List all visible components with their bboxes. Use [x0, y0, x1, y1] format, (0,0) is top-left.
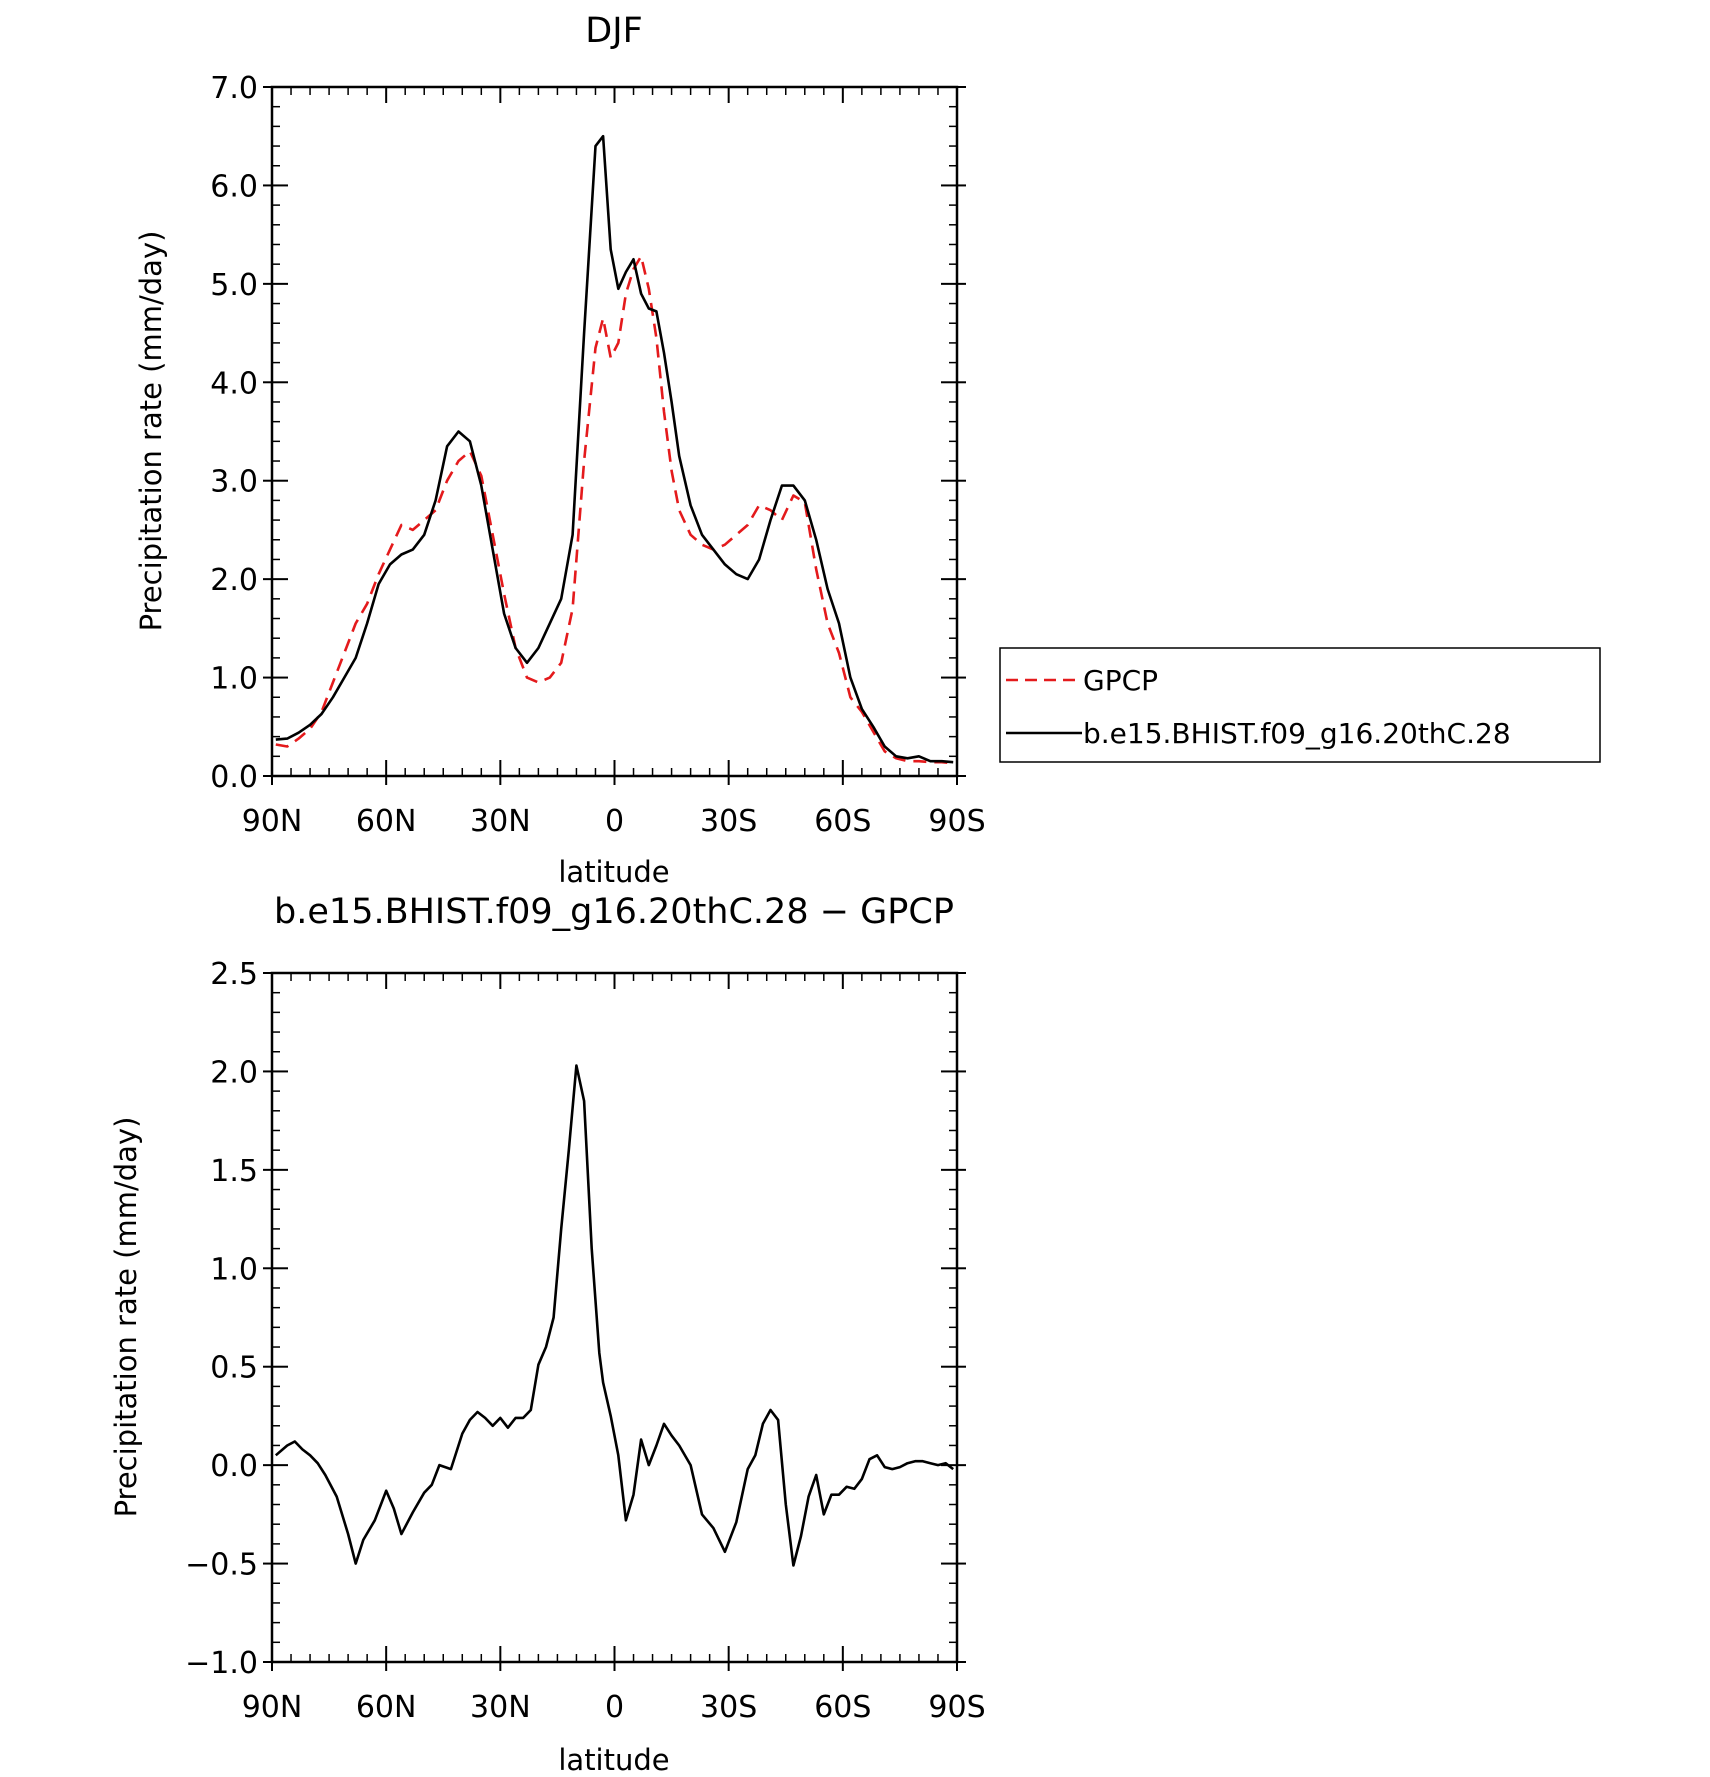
top-y-tick-label: 0.0: [210, 760, 258, 795]
legend: GPCP b.e15.BHIST.f09_g16.20thC.28: [999, 647, 1601, 763]
top-x-tick-label: 60S: [814, 804, 871, 839]
legend-label-model: b.e15.BHIST.f09_g16.20thC.28: [1083, 717, 1511, 750]
bottom-x-tick-label: 30N: [470, 1690, 531, 1725]
top-plot-frame: [270, 85, 959, 778]
bottom-series-line-diff: [274, 1064, 954, 1567]
bottom-plot-frame: [270, 971, 959, 1664]
bottom-panel-title: b.e15.BHIST.f09_g16.20thC.28 − GPCP: [274, 892, 954, 932]
bottom-x-tick-label: 0: [605, 1690, 624, 1725]
bottom-y-tick-label: 2.5: [210, 957, 258, 992]
bottom-panel-ticks: 90N 60N 30N 0 30S 60S 90S −1.0 −0.5 0.0 0.5 1.0 1.5 2…: [185, 957, 985, 1725]
bottom-x-tick-label: 30S: [700, 1690, 757, 1725]
top-x-tick-label: 30S: [700, 804, 757, 839]
bottom-panel-series: [274, 1064, 954, 1567]
bottom-y-tick-label: 2.0: [210, 1055, 258, 1090]
top-y-tick-label: 2.0: [210, 563, 258, 598]
bottom-y-tick-label: 1.5: [210, 1154, 258, 1189]
top-series-line-gpcp: [275, 254, 954, 765]
bottom-x-axis-title: latitude: [558, 1743, 669, 1777]
top-x-tick-label: 90N: [242, 804, 303, 839]
top-y-tick-label: 4.0: [210, 366, 258, 401]
top-y-tick-label: 7.0: [210, 71, 258, 106]
top-x-axis-title: latitude: [558, 855, 669, 889]
bottom-y-tick-label: 1.0: [210, 1252, 258, 1287]
top-series-line-model: [275, 134, 954, 764]
top-y-tick-label: 1.0: [210, 662, 258, 697]
bottom-x-tick-label: 60S: [814, 1690, 871, 1725]
bottom-y-tick-label: 0.0: [210, 1449, 258, 1484]
top-x-tick-label: 60N: [356, 804, 417, 839]
bottom-y-tick-label: −0.5: [185, 1548, 258, 1583]
top-y-axis-title: Precipitation rate (mm/day): [134, 231, 168, 632]
top-panel-series: [275, 134, 954, 765]
top-x-tick-label: 90S: [928, 804, 985, 839]
top-x-tick-label: 30N: [470, 804, 531, 839]
top-panel-title: DJF: [585, 11, 642, 51]
bottom-panel: b.e15.BHIST.f09_g16.20thC.28 − GPCP 90N 6…: [109, 892, 986, 1777]
bottom-y-axis-title: Precipitation rate (mm/day): [109, 1117, 143, 1518]
bottom-y-tick-label: −1.0: [185, 1646, 258, 1681]
bottom-x-tick-label: 60N: [356, 1690, 417, 1725]
bottom-x-tick-label: 90S: [928, 1690, 985, 1725]
bottom-x-tick-label: 90N: [242, 1690, 303, 1725]
top-x-tick-label: 0: [605, 804, 624, 839]
top-y-tick-label: 6.0: [210, 169, 258, 204]
legend-box: [999, 647, 1601, 763]
top-panel-ticks: 90N 60N 30N 0 30S 60S 90S 0.0 1.0 2.0 3.0 4.0 5.0 6.0…: [210, 71, 985, 839]
legend-label-gpcp: GPCP: [1083, 664, 1158, 697]
bottom-y-tick-label: 0.5: [210, 1351, 258, 1386]
top-panel: DJF 90N 60N 30N 0 30S 60S 90S 0.0 1.0 2.0 3.0 4.0 5.…: [134, 11, 1601, 889]
top-y-tick-label: 5.0: [210, 268, 258, 303]
top-y-tick-label: 3.0: [210, 465, 258, 500]
